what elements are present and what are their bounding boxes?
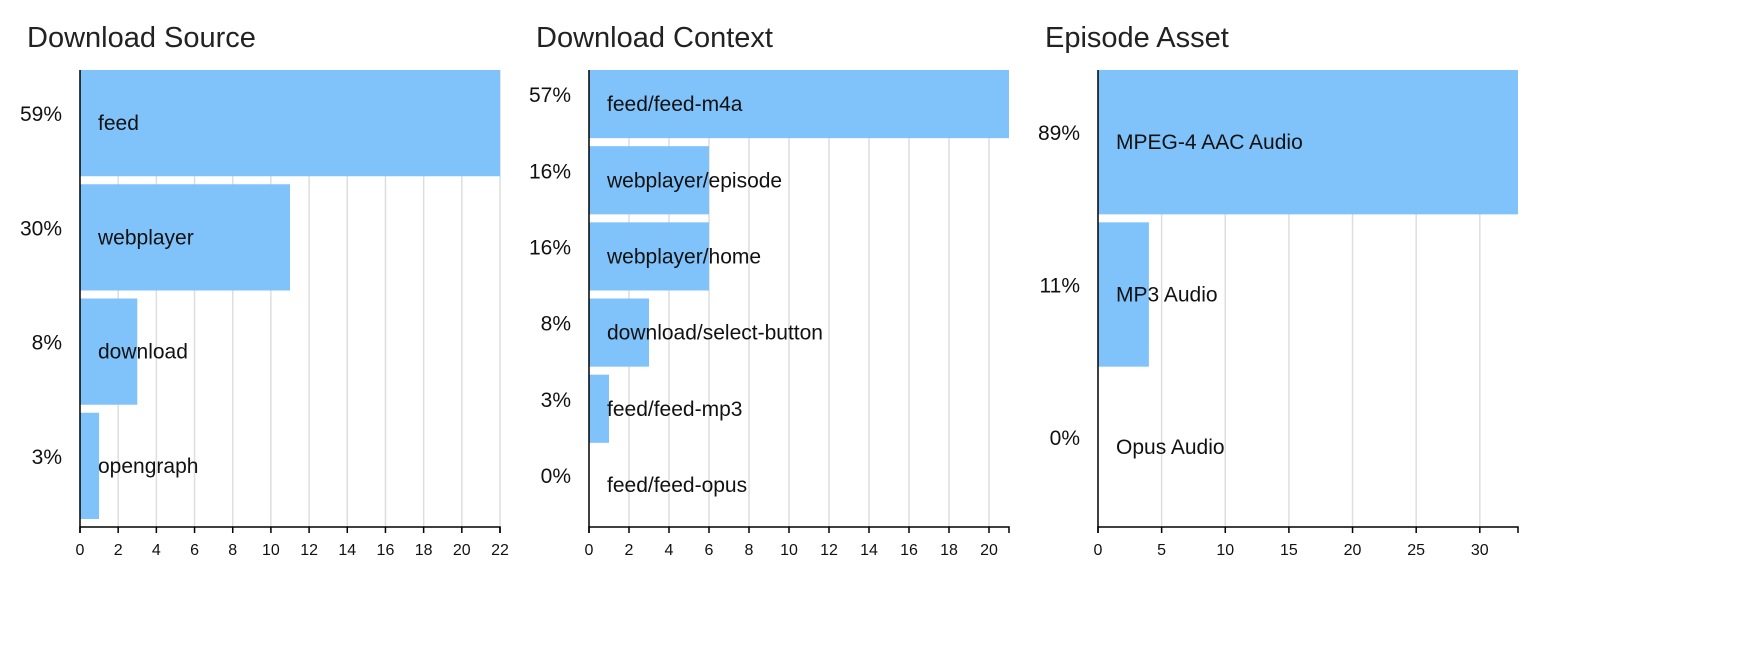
x-tick-label: 20 xyxy=(453,542,471,559)
percent-label: 0% xyxy=(541,465,571,488)
download-source-plot: feed 59% webplayer 30% download 8% opengraph 3%… xyxy=(20,70,509,559)
episode-asset-chart: Episode Asset MPEG-4 AAC Audio 89% MP3 Aud… xyxy=(1018,0,1548,652)
x-tick-label: 30 xyxy=(1471,542,1489,559)
bar xyxy=(589,298,649,367)
x-tick-label: 15 xyxy=(1280,542,1298,559)
bar xyxy=(589,222,709,291)
x-axis xyxy=(79,526,501,533)
x-tick-label: 2 xyxy=(625,542,634,559)
x-tick-label: 2 xyxy=(114,542,123,559)
bar-label: webplayer/episode xyxy=(606,169,782,192)
x-tick-label: 20 xyxy=(980,542,998,559)
bar xyxy=(1098,70,1518,215)
x-axis xyxy=(588,526,1010,533)
bar xyxy=(80,412,100,519)
bar xyxy=(589,146,709,215)
bar-label: webplayer xyxy=(97,226,194,249)
bar-label: opengraph xyxy=(98,455,198,478)
x-tick-label: 0 xyxy=(1094,542,1103,559)
bar-label: feed/feed-opus xyxy=(607,474,747,497)
x-tick-label: 18 xyxy=(415,542,433,559)
x-tick-label: 14 xyxy=(338,542,356,559)
bar-label: webplayer/home xyxy=(606,245,761,268)
bar xyxy=(80,298,138,405)
percent-label: 11% xyxy=(1040,275,1080,298)
percent-label: 3% xyxy=(541,389,571,412)
x-tick-label: 6 xyxy=(705,542,714,559)
bar-label: feed/feed-m4a xyxy=(607,93,743,116)
x-tick-label: 16 xyxy=(377,542,395,559)
bar xyxy=(589,374,609,443)
x-tick-label: 4 xyxy=(152,542,161,559)
bar-label: feed/feed-mp3 xyxy=(607,398,742,421)
x-tick-label: 4 xyxy=(665,542,674,559)
bar-label: MP3 Audio xyxy=(1116,284,1218,307)
x-tick-label: 6 xyxy=(190,542,199,559)
bar-label: download/select-button xyxy=(607,322,823,345)
bar-label: Opus Audio xyxy=(1116,436,1225,459)
x-tick-label: 16 xyxy=(900,542,918,559)
bar-label: MPEG-4 AAC Audio xyxy=(1116,131,1303,154)
x-tick-label: 10 xyxy=(780,542,798,559)
bar xyxy=(80,70,500,177)
x-tick-label: 5 xyxy=(1157,542,1166,559)
percent-label: 8% xyxy=(541,313,571,336)
x-tick-label: 18 xyxy=(940,542,958,559)
bar-label: feed xyxy=(98,112,139,135)
x-tick-label: 8 xyxy=(745,542,754,559)
x-tick-label: 14 xyxy=(860,542,878,559)
percent-label: 89% xyxy=(1038,122,1080,145)
download-context-plot: feed/feed-m4a 57% webplayer/episode 16% webp… xyxy=(529,70,1010,559)
percent-label: 57% xyxy=(529,84,571,107)
x-tick-label: 20 xyxy=(1344,542,1362,559)
chart-title: Episode Asset xyxy=(1045,22,1229,54)
percent-label: 8% xyxy=(32,332,62,355)
x-tick-label: 0 xyxy=(76,542,85,559)
percent-label: 16% xyxy=(529,236,571,259)
x-tick-label: 10 xyxy=(1216,542,1234,559)
x-tick-label: 12 xyxy=(300,542,318,559)
bar-label: download xyxy=(98,341,188,364)
episode-asset-plot: MPEG-4 AAC Audio 89% MP3 Audio 11% Opus Audi… xyxy=(1038,70,1519,559)
x-tick-label: 25 xyxy=(1407,542,1425,559)
percent-label: 0% xyxy=(1050,427,1080,450)
download-context-chart: Download Context feed/feed-m4a 57% webplay… xyxy=(509,0,1039,652)
bar xyxy=(80,184,290,291)
percent-label: 16% xyxy=(529,160,571,183)
bar xyxy=(1098,222,1149,367)
chart-title: Download Source xyxy=(27,22,256,54)
x-tick-label: 12 xyxy=(820,542,838,559)
x-tick-label: 10 xyxy=(262,542,280,559)
percent-label: 59% xyxy=(20,103,62,126)
percent-label: 3% xyxy=(32,446,62,469)
x-tick-label: 8 xyxy=(228,542,237,559)
x-tick-label: 22 xyxy=(491,542,509,559)
percent-label: 30% xyxy=(20,217,62,240)
bar xyxy=(589,70,1009,139)
x-tick-label: 0 xyxy=(585,542,594,559)
chart-title: Download Context xyxy=(536,22,773,54)
download-source-chart: Download Source feed 59% webplayer 30% downl… xyxy=(0,0,530,652)
